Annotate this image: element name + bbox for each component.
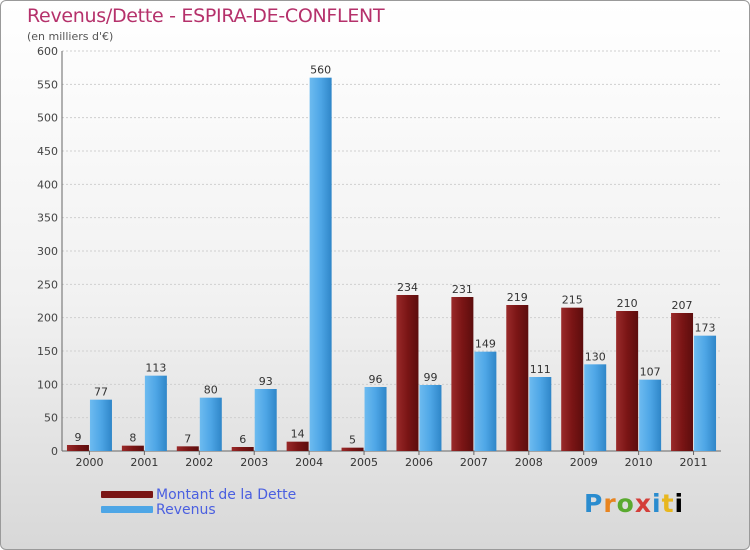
x-tick-label-2001: 2001	[130, 456, 158, 469]
bar-revenus-2009	[584, 364, 607, 451]
bar-dette-2010	[616, 311, 639, 451]
legend: Montant de la Dette Revenus	[101, 486, 297, 518]
data-label-dette-2003: 6	[239, 433, 246, 446]
data-label-dette-2007: 231	[452, 283, 473, 296]
bar-revenus-2005	[364, 387, 387, 451]
data-label-revenus-2005: 96	[369, 373, 383, 386]
y-tick-label: 500	[37, 112, 58, 125]
y-tick-label: 100	[37, 378, 58, 391]
x-tick-label-2007: 2007	[460, 456, 488, 469]
bar-revenus-2010	[639, 379, 662, 451]
data-label-revenus-2001: 113	[145, 362, 166, 375]
legend-swatch-revenus	[101, 506, 153, 513]
data-label-revenus-2003: 93	[259, 375, 273, 388]
legend-label-dette: Montant de la Dette	[156, 486, 297, 503]
bar-revenus-2008	[529, 377, 552, 451]
data-label-dette-2006: 234	[397, 281, 418, 294]
bar-dette-2000	[66, 445, 89, 451]
x-tick-label-2003: 2003	[240, 456, 268, 469]
y-tick-label: 250	[37, 278, 58, 291]
bar-revenus-2004	[309, 77, 332, 452]
data-label-dette-2002: 7	[184, 432, 191, 445]
data-label-dette-2004: 14	[291, 428, 305, 441]
x-tick-label-2010: 2010	[625, 456, 653, 469]
legend-item-dette: Montant de la Dette	[101, 486, 297, 503]
y-tick-label: 0	[51, 445, 58, 458]
proxiti-logo: Proxiti	[584, 489, 685, 518]
x-tick-label-2006: 2006	[405, 456, 433, 469]
data-label-revenus-2011: 173	[695, 322, 716, 335]
data-label-dette-2011: 207	[672, 299, 693, 312]
x-tick-label-2000: 2000	[75, 456, 103, 469]
x-tick-label-2005: 2005	[350, 456, 378, 469]
y-tick-label: 450	[37, 145, 58, 158]
legend-label-revenus: Revenus	[156, 501, 216, 518]
data-label-dette-2008: 219	[507, 291, 528, 304]
bar-revenus-2006	[419, 385, 442, 451]
data-label-revenus-2006: 99	[423, 371, 437, 384]
y-tick-label: 150	[37, 345, 58, 358]
data-label-revenus-2008: 111	[530, 363, 551, 376]
bar-dette-2008	[506, 305, 529, 451]
data-label-dette-2009: 215	[562, 294, 583, 307]
bar-revenus-2001	[144, 375, 167, 451]
y-tick-label: 550	[37, 78, 58, 91]
x-tick-label-2011: 2011	[680, 456, 708, 469]
data-label-revenus-2002: 80	[204, 384, 218, 397]
data-label-revenus-2004: 560	[310, 64, 331, 77]
x-tick-label-2002: 2002	[185, 456, 213, 469]
legend-item-revenus: Revenus	[101, 501, 296, 518]
x-tick-label-2004: 2004	[295, 456, 323, 469]
y-tick-label: 300	[37, 245, 58, 258]
bar-dette-2002	[176, 446, 199, 451]
bar-dette-2011	[671, 313, 694, 451]
data-label-dette-2000: 9	[74, 431, 81, 444]
bar-revenus-2003	[254, 389, 277, 451]
data-label-revenus-2010: 107	[640, 366, 661, 379]
bar-revenus-2011	[694, 335, 717, 451]
data-label-dette-2010: 210	[617, 297, 638, 310]
bar-revenus-2007	[474, 351, 497, 451]
bar-dette-2001	[121, 445, 144, 451]
y-tick-label: 50	[44, 412, 58, 425]
x-tick-label-2009: 2009	[570, 456, 598, 469]
chart-subtitle: (en milliers d'€)	[27, 30, 114, 43]
bar-dette-2006	[396, 295, 419, 451]
y-tick-label: 350	[37, 212, 58, 225]
bar-dette-2004	[286, 441, 309, 451]
data-label-revenus-2007: 149	[475, 338, 496, 351]
y-tick-label: 600	[37, 45, 58, 58]
bar-dette-2009	[561, 307, 584, 451]
data-label-dette-2005: 5	[349, 434, 356, 447]
data-label-revenus-2009: 130	[585, 350, 606, 363]
y-tick-label: 400	[37, 178, 58, 191]
chart-title: Revenus/Dette - ESPIRA-DE-CONFLENT	[27, 5, 385, 27]
bar-revenus-2000	[89, 399, 112, 451]
bar-revenus-2002	[199, 397, 222, 451]
bar-dette-2005	[341, 447, 364, 451]
bar-dette-2007	[451, 297, 474, 451]
bar-dette-2003	[231, 447, 254, 451]
y-tick-label: 200	[37, 312, 58, 325]
data-label-revenus-2000: 77	[94, 386, 108, 399]
legend-swatch-dette	[101, 491, 153, 498]
data-label-dette-2001: 8	[129, 432, 136, 445]
x-tick-label-2008: 2008	[515, 456, 543, 469]
